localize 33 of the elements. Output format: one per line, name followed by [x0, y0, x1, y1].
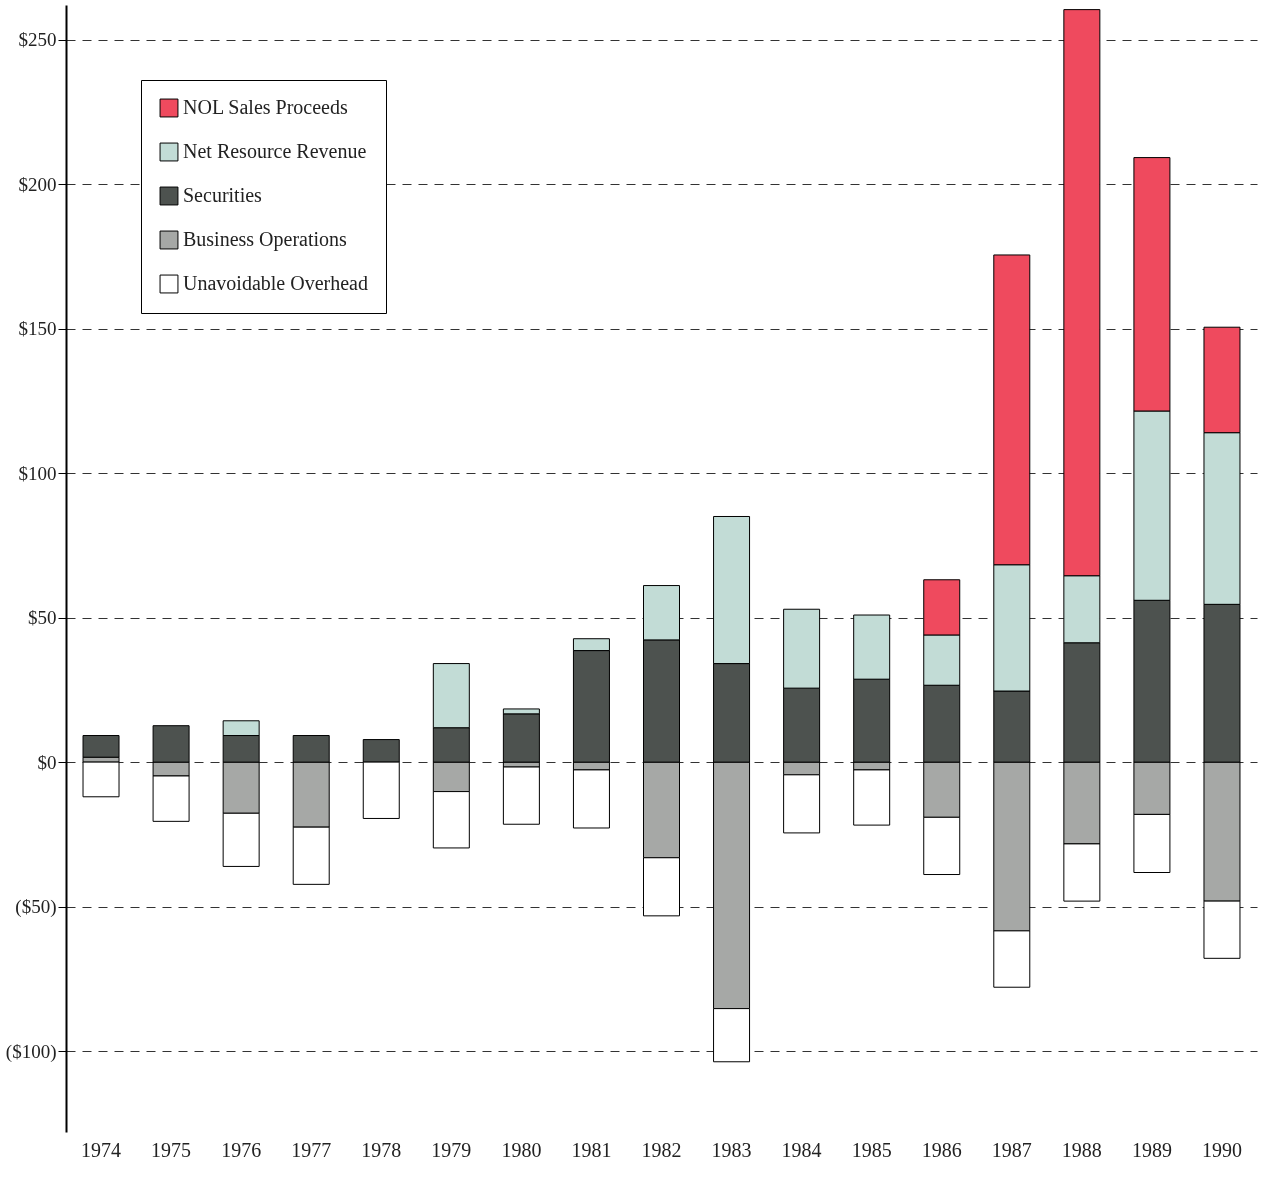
x-tick-label: 1977: [291, 1138, 332, 1161]
y-tick-label: $150: [18, 318, 57, 340]
x-tick-label: 1978: [361, 1138, 402, 1161]
legend-label: Securities: [183, 184, 263, 206]
bar: [82, 761, 120, 798]
x-tick-label: 1989: [1131, 1138, 1172, 1161]
x-tick-label: 1988: [1061, 1138, 1102, 1161]
y-tick-label: $0: [37, 751, 57, 773]
x-tick-label: 1984: [781, 1138, 822, 1161]
x-tick-label: 1974: [81, 1138, 122, 1161]
bar: [502, 766, 540, 825]
y-tick-label: $250: [18, 29, 57, 51]
legend-label: NOL Sales Proceeds: [183, 96, 348, 118]
legend-label: Net Resource Revenue: [183, 140, 367, 162]
legend-label: Unavoidable Overhead: [183, 272, 368, 294]
y-tick-label: $200: [18, 173, 57, 195]
x-tick-label: 1990: [1201, 1138, 1242, 1161]
x-tick-label: 1976: [221, 1138, 262, 1161]
x-tick-label: 1981: [571, 1138, 612, 1161]
x-tick-label: 1987: [991, 1138, 1032, 1161]
legend-label: Business Operations: [183, 228, 348, 251]
y-tick-label: ($100): [5, 1040, 57, 1063]
x-tick-label: 1980: [501, 1138, 542, 1161]
y-tick-label: ($50): [15, 896, 57, 919]
y-tick-label: $50: [28, 607, 57, 629]
x-tick-label: 1979: [431, 1138, 472, 1161]
y-tick-label: $100: [18, 462, 57, 484]
x-tick-label: 1983: [711, 1138, 752, 1161]
x-tick-label: 1985: [851, 1138, 892, 1161]
x-tick-label: 1982: [641, 1138, 682, 1161]
bar: [82, 735, 120, 758]
x-tick-label: 1975: [151, 1138, 192, 1161]
x-tick-label: 1986: [921, 1138, 962, 1161]
